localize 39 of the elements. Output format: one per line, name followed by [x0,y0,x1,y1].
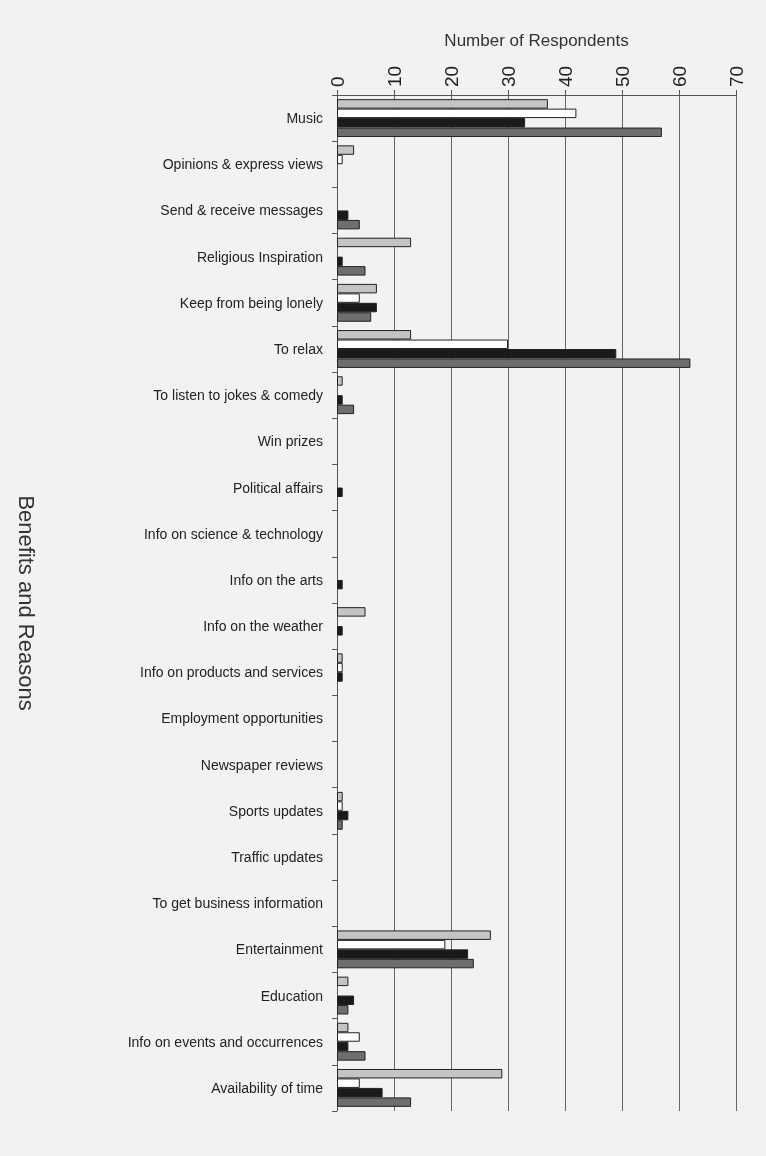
bar [337,626,343,636]
y-tick-label: Info on products and services [140,664,323,681]
x-tick-label: 70 [725,65,747,87]
y-tick-label: Availability of time [211,1079,324,1096]
y-tick-label: To relax [273,341,323,357]
y-tick-label: Education [260,987,323,1004]
y-tick-label: Employment opportunities [161,710,323,727]
x-tick-label: 60 [668,65,690,87]
bar [337,487,343,498]
y-tick-label: Traffic updates [231,849,323,865]
y-tick-label: Send & receive messages [160,202,323,219]
x-tick-label: 50 [611,65,633,87]
y-tick-label: Religious Inspiration [196,248,323,265]
y-axis-title: Benefits and Reasons [13,495,39,711]
y-tick-label: Info on the weather [203,618,324,635]
x-tick-label: 20 [440,65,462,87]
x-tick-label: 30 [497,65,519,87]
y-tick-label: To listen to jokes & comedy [153,387,323,404]
x-tick-label: 0 [326,76,348,87]
bar [337,607,366,617]
x-tick-label: 10 [383,65,405,87]
y-tick-label: Opinions & express views [162,156,323,173]
y-tick-label: Political affairs [232,479,323,496]
bar [337,976,349,987]
y-tick-label: To get business information [152,895,323,912]
y-tick-label: Info on science & technology [143,525,323,542]
x-axis-title: Number of Respondents [444,31,629,50]
y-tick-label: Music [286,110,323,127]
y-tick-label: Keep from being lonely [179,294,323,311]
y-tick-label: Sports updates [228,802,323,819]
y-tick-label: Newspaper reviews [200,756,323,773]
bar [337,376,343,386]
y-tick-label: Info on events and occurrences [127,1033,323,1050]
bar [337,237,412,248]
x-tick-label: 40 [554,65,576,87]
y-tick-label: Info on the arts [229,571,323,588]
y-tick-label: Win prizes [257,433,323,450]
bar [337,579,343,590]
y-tick-label: Entertainment [235,941,324,958]
